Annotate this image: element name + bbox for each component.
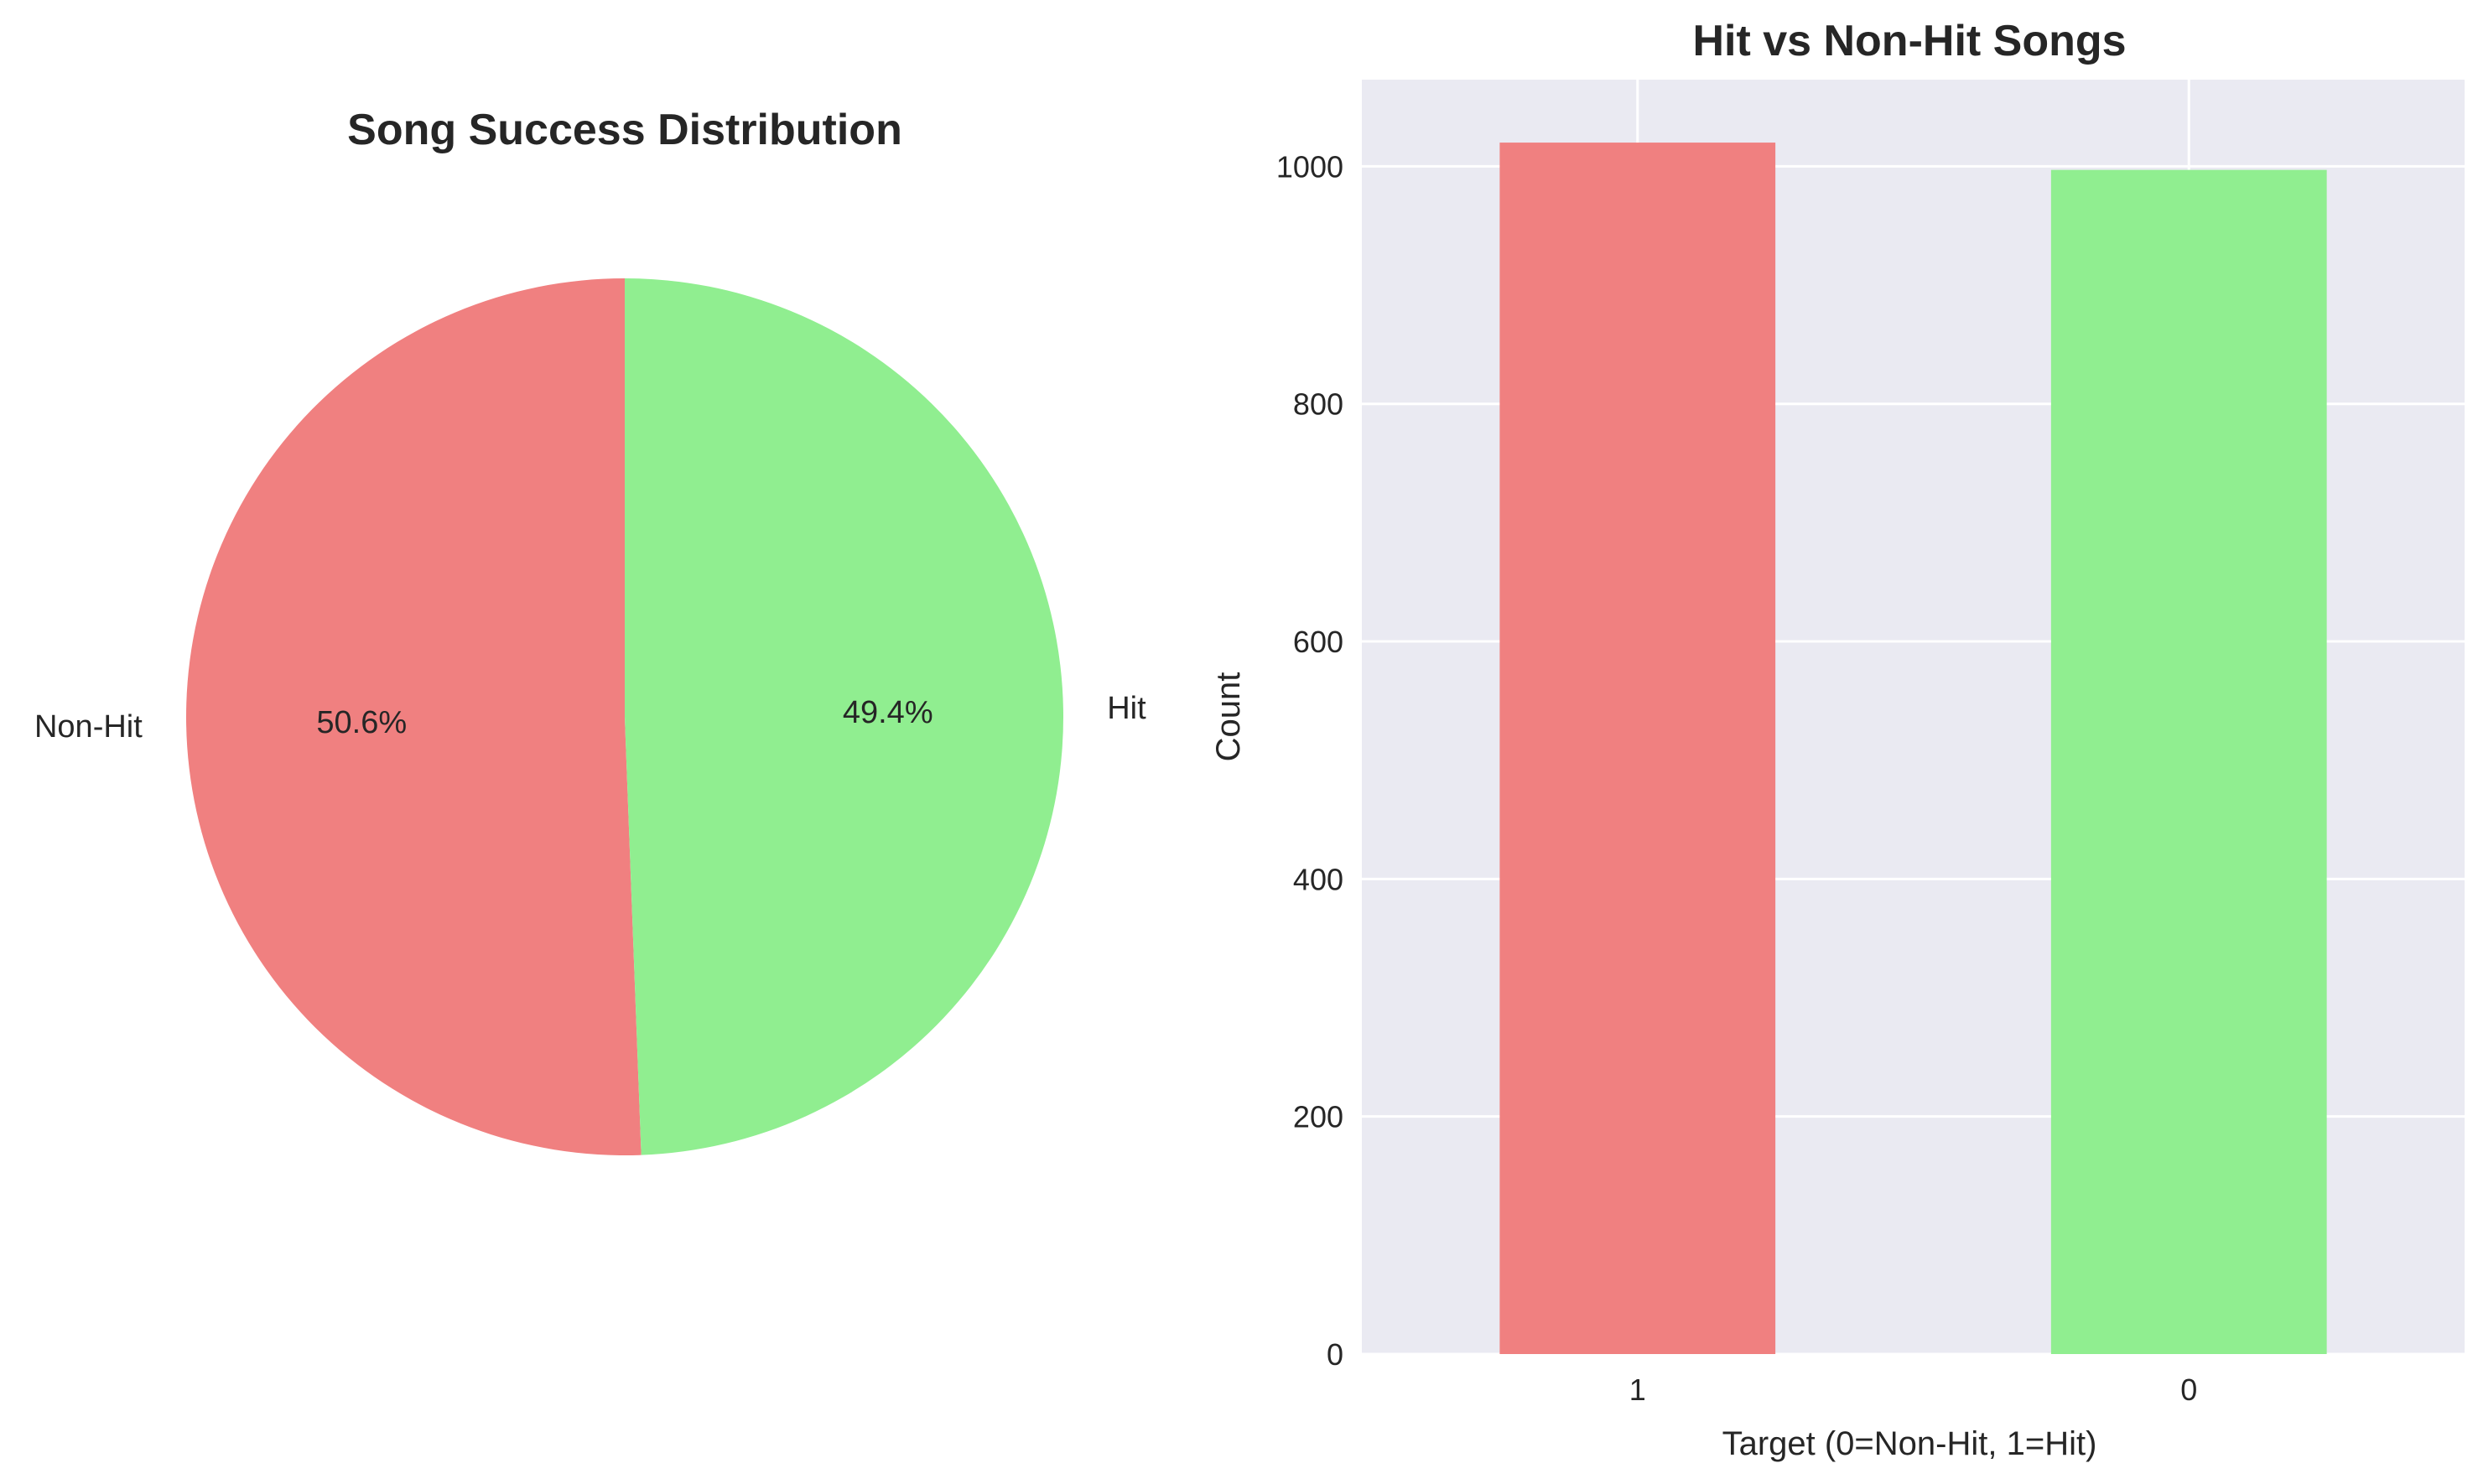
x-tick-label: 0: [2180, 1372, 2197, 1407]
pie-panel: Song Success Distribution 50.6% Non-Hit 49…: [34, 106, 1146, 1155]
pie-pct-label: 49.4%: [843, 695, 933, 730]
y-tick-label: 1000: [1276, 149, 1343, 184]
y-tick-label: 800: [1293, 387, 1343, 422]
bar-0: [2050, 169, 2327, 1354]
bar-panel: Hit vs Non-Hit Songs 0 200 400 600 800 1000 1…: [1210, 17, 2465, 1462]
pie-title: Song Success Distribution: [347, 106, 902, 154]
pie-pct-label: 50.6%: [316, 705, 407, 740]
y-tick-label: 600: [1293, 625, 1343, 659]
x-tick-label: 1: [1629, 1372, 1646, 1407]
pie-category-label: Non-Hit: [34, 709, 143, 745]
y-tick-label: 200: [1293, 1100, 1343, 1134]
bar-1: [1499, 143, 1776, 1354]
y-tick-label: 400: [1293, 862, 1343, 896]
y-tick-labels: 0 200 400 600 800 1000: [1276, 149, 1343, 1372]
bar-title: Hit vs Non-Hit Songs: [1692, 17, 2126, 65]
pie-category-label: Hit: [1107, 691, 1146, 726]
y-axis-label: Count: [1210, 672, 1247, 762]
pie-slice-non-hit: [186, 278, 642, 1155]
x-axis-label: Target (0=Non-Hit, 1=Hit): [1722, 1425, 2097, 1462]
pie-labels: 50.6% Non-Hit 49.4% Hit: [34, 691, 1146, 745]
pie-slice-hit: [625, 278, 1064, 1155]
pie-slices: [186, 278, 1064, 1155]
bars: [1499, 143, 2327, 1354]
y-tick-label: 0: [1327, 1337, 1343, 1372]
